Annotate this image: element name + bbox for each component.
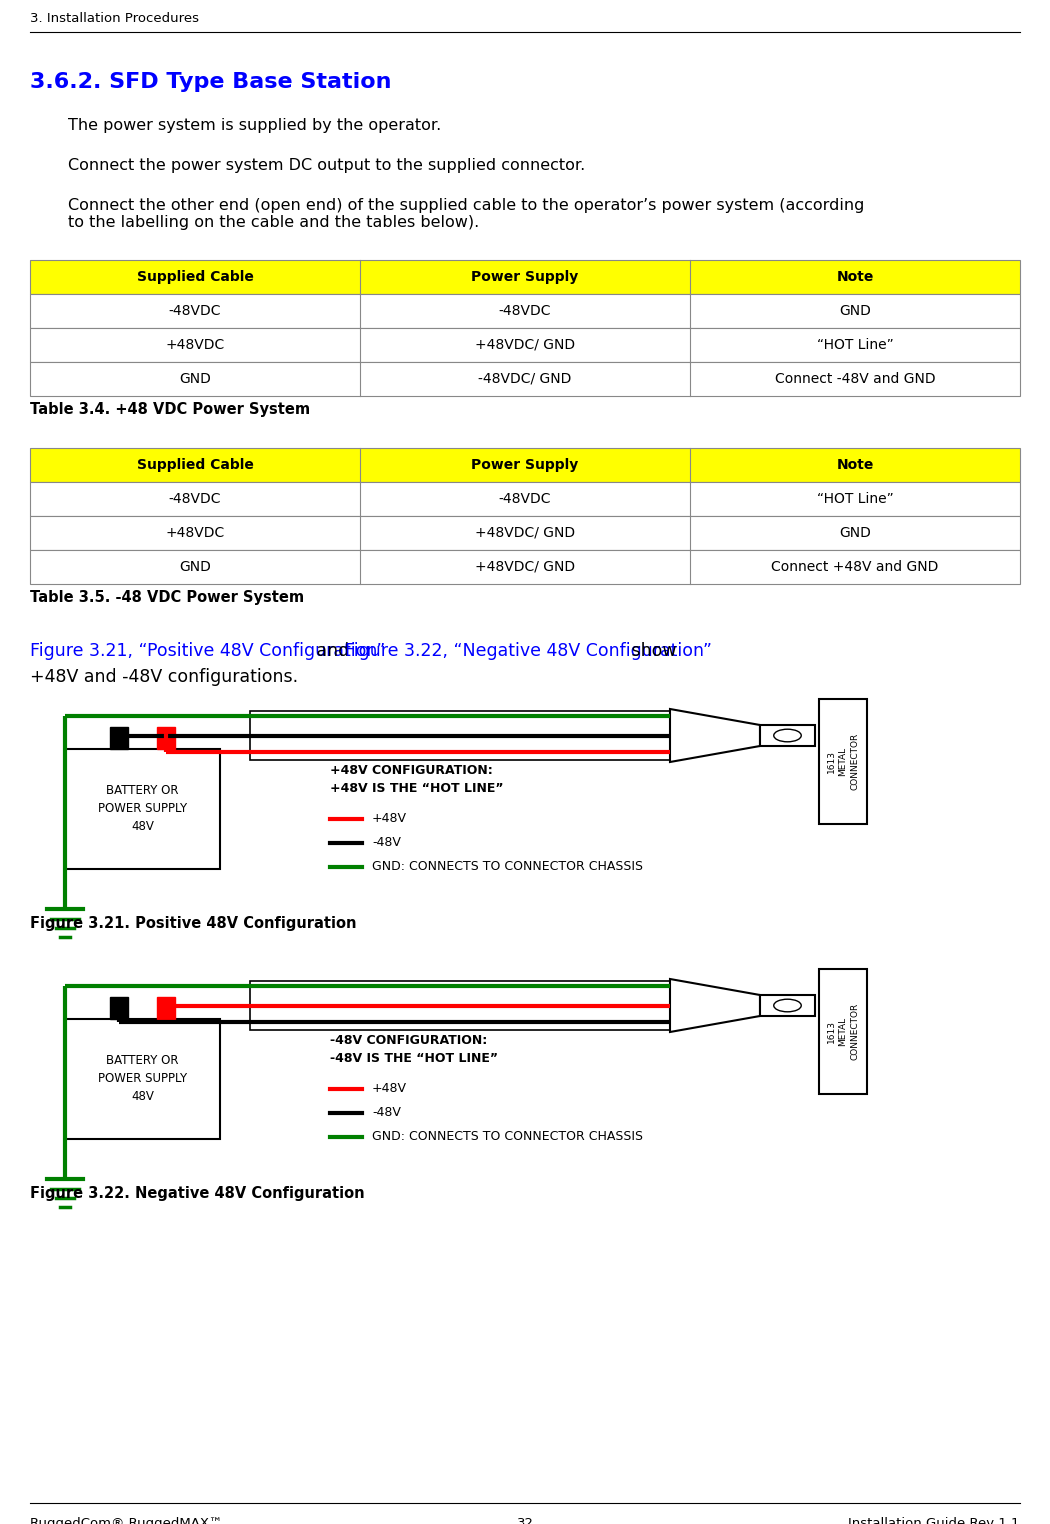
- Text: +48VDC/ GND: +48VDC/ GND: [475, 338, 575, 352]
- Text: 32: 32: [517, 1516, 533, 1524]
- Text: Table 3.4. +48 VDC Power System: Table 3.4. +48 VDC Power System: [30, 402, 310, 418]
- Bar: [30, 517, 1020, 550]
- Text: 1613
METAL
CONNECTOR: 1613 METAL CONNECTOR: [826, 733, 859, 789]
- Text: GND: GND: [180, 559, 211, 575]
- Text: and: and: [311, 642, 355, 660]
- Ellipse shape: [774, 1000, 801, 1012]
- Text: +48V: +48V: [372, 812, 407, 826]
- Text: -48VDC: -48VDC: [169, 492, 222, 506]
- Bar: [30, 363, 1020, 396]
- Bar: [156, 997, 174, 1020]
- Text: +48VDC/ GND: +48VDC/ GND: [475, 526, 575, 539]
- Text: Note: Note: [836, 459, 874, 472]
- Text: Supplied Cable: Supplied Cable: [136, 459, 253, 472]
- Text: Connect the other end (open end) of the supplied cable to the operator’s power s: Connect the other end (open end) of the …: [68, 198, 864, 230]
- Polygon shape: [670, 978, 760, 1032]
- Bar: [760, 725, 815, 747]
- Text: Figure 3.21. Positive 48V Configuration: Figure 3.21. Positive 48V Configuration: [30, 916, 357, 931]
- Text: -48V CONFIGURATION:
-48V IS THE “HOT LINE”: -48V CONFIGURATION: -48V IS THE “HOT LIN…: [330, 1033, 498, 1065]
- Text: BATTERY OR
POWER SUPPLY
48V: BATTERY OR POWER SUPPLY 48V: [98, 1055, 187, 1103]
- Bar: [30, 482, 1020, 517]
- Text: “HOT Line”: “HOT Line”: [817, 338, 894, 352]
- Bar: [110, 997, 128, 1020]
- Text: 3. Installation Procedures: 3. Installation Procedures: [30, 12, 200, 24]
- Bar: [110, 727, 128, 748]
- Text: Note: Note: [836, 270, 874, 283]
- Bar: [156, 727, 174, 748]
- Text: +48V: +48V: [372, 1082, 407, 1096]
- Text: GND: GND: [839, 526, 870, 539]
- Bar: [30, 261, 1020, 294]
- Text: GND: GND: [180, 372, 211, 386]
- Text: Connect -48V and GND: Connect -48V and GND: [775, 372, 936, 386]
- Text: Table 3.5. -48 VDC Power System: Table 3.5. -48 VDC Power System: [30, 590, 304, 605]
- Bar: [65, 1020, 220, 1138]
- Bar: [30, 448, 1020, 482]
- Text: -48V: -48V: [372, 837, 401, 849]
- Text: 1613
METAL
CONNECTOR: 1613 METAL CONNECTOR: [826, 1003, 859, 1061]
- Text: +48VDC: +48VDC: [166, 526, 225, 539]
- Bar: [819, 700, 867, 824]
- Text: GND: CONNECTS TO CONNECTOR CHASSIS: GND: CONNECTS TO CONNECTOR CHASSIS: [372, 861, 643, 873]
- Text: Figure 3.22. Negative 48V Configuration: Figure 3.22. Negative 48V Configuration: [30, 1186, 364, 1201]
- Polygon shape: [670, 709, 760, 762]
- Text: -48V: -48V: [372, 1106, 401, 1120]
- Text: BATTERY OR
POWER SUPPLY
48V: BATTERY OR POWER SUPPLY 48V: [98, 785, 187, 834]
- Text: Supplied Cable: Supplied Cable: [136, 270, 253, 283]
- Text: Figure 3.22, “Negative 48V Configuration”: Figure 3.22, “Negative 48V Configuration…: [345, 642, 712, 660]
- Text: -48VDC/ GND: -48VDC/ GND: [479, 372, 571, 386]
- Text: -48VDC: -48VDC: [499, 303, 551, 319]
- Bar: [250, 712, 670, 760]
- Text: show: show: [626, 642, 676, 660]
- Text: Connect +48V and GND: Connect +48V and GND: [772, 559, 939, 575]
- Text: Installation Guide Rev 1.1: Installation Guide Rev 1.1: [848, 1516, 1020, 1524]
- Text: 3.6.2. SFD Type Base Station: 3.6.2. SFD Type Base Station: [30, 72, 392, 91]
- Bar: [760, 995, 815, 1017]
- Text: RuggedCom® RuggedMAX™: RuggedCom® RuggedMAX™: [30, 1516, 223, 1524]
- Bar: [30, 294, 1020, 328]
- Text: Power Supply: Power Supply: [471, 270, 579, 283]
- Bar: [819, 969, 867, 1094]
- Text: -48VDC: -48VDC: [499, 492, 551, 506]
- Text: Figure 3.21, “Positive 48V Configuration”: Figure 3.21, “Positive 48V Configuration…: [30, 642, 385, 660]
- Bar: [30, 328, 1020, 363]
- Text: +48VDC: +48VDC: [166, 338, 225, 352]
- Text: +48VDC/ GND: +48VDC/ GND: [475, 559, 575, 575]
- Text: GND: GND: [839, 303, 870, 319]
- Text: +48V and -48V configurations.: +48V and -48V configurations.: [30, 668, 298, 686]
- Bar: [30, 550, 1020, 584]
- Text: -48VDC: -48VDC: [169, 303, 222, 319]
- Text: Power Supply: Power Supply: [471, 459, 579, 472]
- Text: Connect the power system DC output to the supplied connector.: Connect the power system DC output to th…: [68, 158, 585, 174]
- Text: +48V CONFIGURATION:
+48V IS THE “HOT LINE”: +48V CONFIGURATION: +48V IS THE “HOT LIN…: [330, 764, 504, 796]
- Text: “HOT Line”: “HOT Line”: [817, 492, 894, 506]
- Text: GND: CONNECTS TO CONNECTOR CHASSIS: GND: CONNECTS TO CONNECTOR CHASSIS: [372, 1131, 643, 1143]
- Bar: [250, 981, 670, 1030]
- Bar: [65, 748, 220, 869]
- Text: The power system is supplied by the operator.: The power system is supplied by the oper…: [68, 117, 441, 133]
- Ellipse shape: [774, 728, 801, 742]
